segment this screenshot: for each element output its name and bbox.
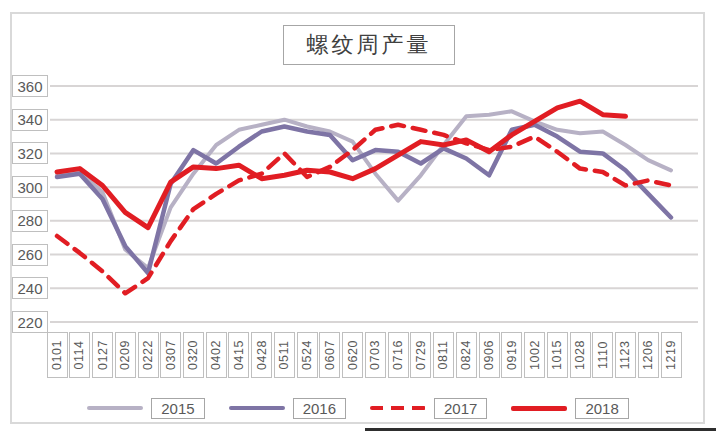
x-axis-tick-text: 1028 xyxy=(573,340,587,370)
x-axis-tick-label: 0703 xyxy=(365,332,386,378)
x-axis-tick-text: 0402 xyxy=(209,340,223,370)
x-axis-tick-label: 1002 xyxy=(524,332,545,378)
legend-swatch-2017 xyxy=(370,406,426,411)
x-axis-tick-text: 0511 xyxy=(277,341,291,370)
x-axis-tick-label: 0511 xyxy=(274,332,295,378)
series-line-2015 xyxy=(57,111,671,268)
x-axis-tick-text: 0906 xyxy=(482,340,496,370)
x-axis-tick-label: 1028 xyxy=(570,332,591,378)
x-axis-tick-text: 1206 xyxy=(641,340,655,370)
y-axis-tick-label: 280 xyxy=(12,210,48,232)
x-axis-tick-label: 0620 xyxy=(342,332,363,378)
x-axis-tick-label: 0607 xyxy=(319,332,340,378)
x-axis-tick-text: 0919 xyxy=(505,340,519,370)
x-axis-tick-text: 0127 xyxy=(96,340,110,370)
x-axis-tick-label: 0906 xyxy=(479,332,500,378)
legend-label-2016: 2016 xyxy=(293,398,346,419)
x-axis-tick-text: 0524 xyxy=(300,340,314,370)
x-axis-tick-text: 1002 xyxy=(528,340,542,370)
legend-label-2018: 2018 xyxy=(575,398,628,419)
chart-title: 螺纹周产量 xyxy=(283,25,455,65)
chart-legend: 2015 2016 2017 2018 xyxy=(10,393,706,423)
x-axis-tick-label: 0811 xyxy=(433,332,454,378)
x-axis-tick-text: 0428 xyxy=(255,340,269,370)
x-axis-tick-label: 0209 xyxy=(115,332,136,378)
x-axis-tick-label: 0428 xyxy=(251,332,272,378)
x-axis-tick-label: 1015 xyxy=(547,332,568,378)
y-axis-tick-label: 300 xyxy=(12,176,48,198)
x-axis-tick-label: 0222 xyxy=(138,332,159,378)
x-axis-tick-text: 0222 xyxy=(141,340,155,370)
legend-item-2015: 2015 xyxy=(87,398,204,419)
x-axis-tick-text: 0811 xyxy=(437,341,451,370)
legend-label-2017: 2017 xyxy=(434,398,487,419)
y-axis-tick-label: 240 xyxy=(12,277,48,299)
x-axis-tick-label: 1123 xyxy=(615,332,636,378)
legend-swatch-2015 xyxy=(87,406,143,410)
x-axis-tick-text: 0729 xyxy=(414,340,428,370)
x-axis-tick-text: 1219 xyxy=(664,340,678,370)
x-axis-tick-label: 0919 xyxy=(501,332,522,378)
y-axis-tick-label: 320 xyxy=(12,142,48,164)
legend-item-2017: 2017 xyxy=(370,398,487,419)
y-axis-tick-label: 340 xyxy=(12,109,48,131)
y-axis-tick-label: 360 xyxy=(12,75,48,97)
legend-swatch-2016 xyxy=(229,406,285,411)
x-axis-tick-text: 0824 xyxy=(459,340,473,370)
x-axis-tick-label: 1219 xyxy=(661,332,682,378)
x-axis-tick-label: 0320 xyxy=(183,332,204,378)
x-axis-tick-label: 1110 xyxy=(592,332,613,378)
x-axis-tick-label: 0415 xyxy=(228,332,249,378)
x-axis-tick-text: 0320 xyxy=(186,340,200,370)
x-axis-tick-text: 0703 xyxy=(368,340,382,370)
x-axis-tick-label: 0101 xyxy=(47,332,68,378)
x-axis-tick-label: 0729 xyxy=(410,332,431,378)
x-axis-tick-text: 1015 xyxy=(550,340,564,370)
x-axis-tick-label: 0114 xyxy=(69,332,90,378)
x-axis-tick-text: 0114 xyxy=(73,341,87,370)
x-axis-tick-text: 1110 xyxy=(596,341,610,369)
legend-item-2018: 2018 xyxy=(511,398,628,419)
series-line-2016 xyxy=(57,125,671,273)
x-axis-tick-text: 0607 xyxy=(323,340,337,370)
x-axis-tick-label: 0716 xyxy=(388,332,409,378)
x-axis-tick-text: 0415 xyxy=(232,340,246,370)
x-axis-tick-label: 0402 xyxy=(206,332,227,378)
x-axis-tick-label: 0824 xyxy=(456,332,477,378)
x-axis-tick-label: 0524 xyxy=(297,332,318,378)
x-axis-tick-text: 0101 xyxy=(50,340,64,370)
x-axis-tick-text: 0620 xyxy=(346,340,360,370)
x-axis-tick-label: 1206 xyxy=(638,332,659,378)
x-axis-tick-label: 0127 xyxy=(92,332,113,378)
x-axis-tick-text: 1123 xyxy=(619,341,633,370)
y-axis-tick-label: 220 xyxy=(12,311,48,333)
x-axis-tick-text: 0209 xyxy=(118,340,132,370)
legend-label-2015: 2015 xyxy=(151,398,204,419)
legend-item-2016: 2016 xyxy=(229,398,346,419)
x-axis-tick-text: 0716 xyxy=(391,340,405,370)
x-axis-tick-text: 0307 xyxy=(164,340,178,370)
y-axis-tick-label: 260 xyxy=(12,244,48,266)
legend-swatch-2018 xyxy=(511,406,567,411)
x-axis-tick-label: 0307 xyxy=(160,332,181,378)
